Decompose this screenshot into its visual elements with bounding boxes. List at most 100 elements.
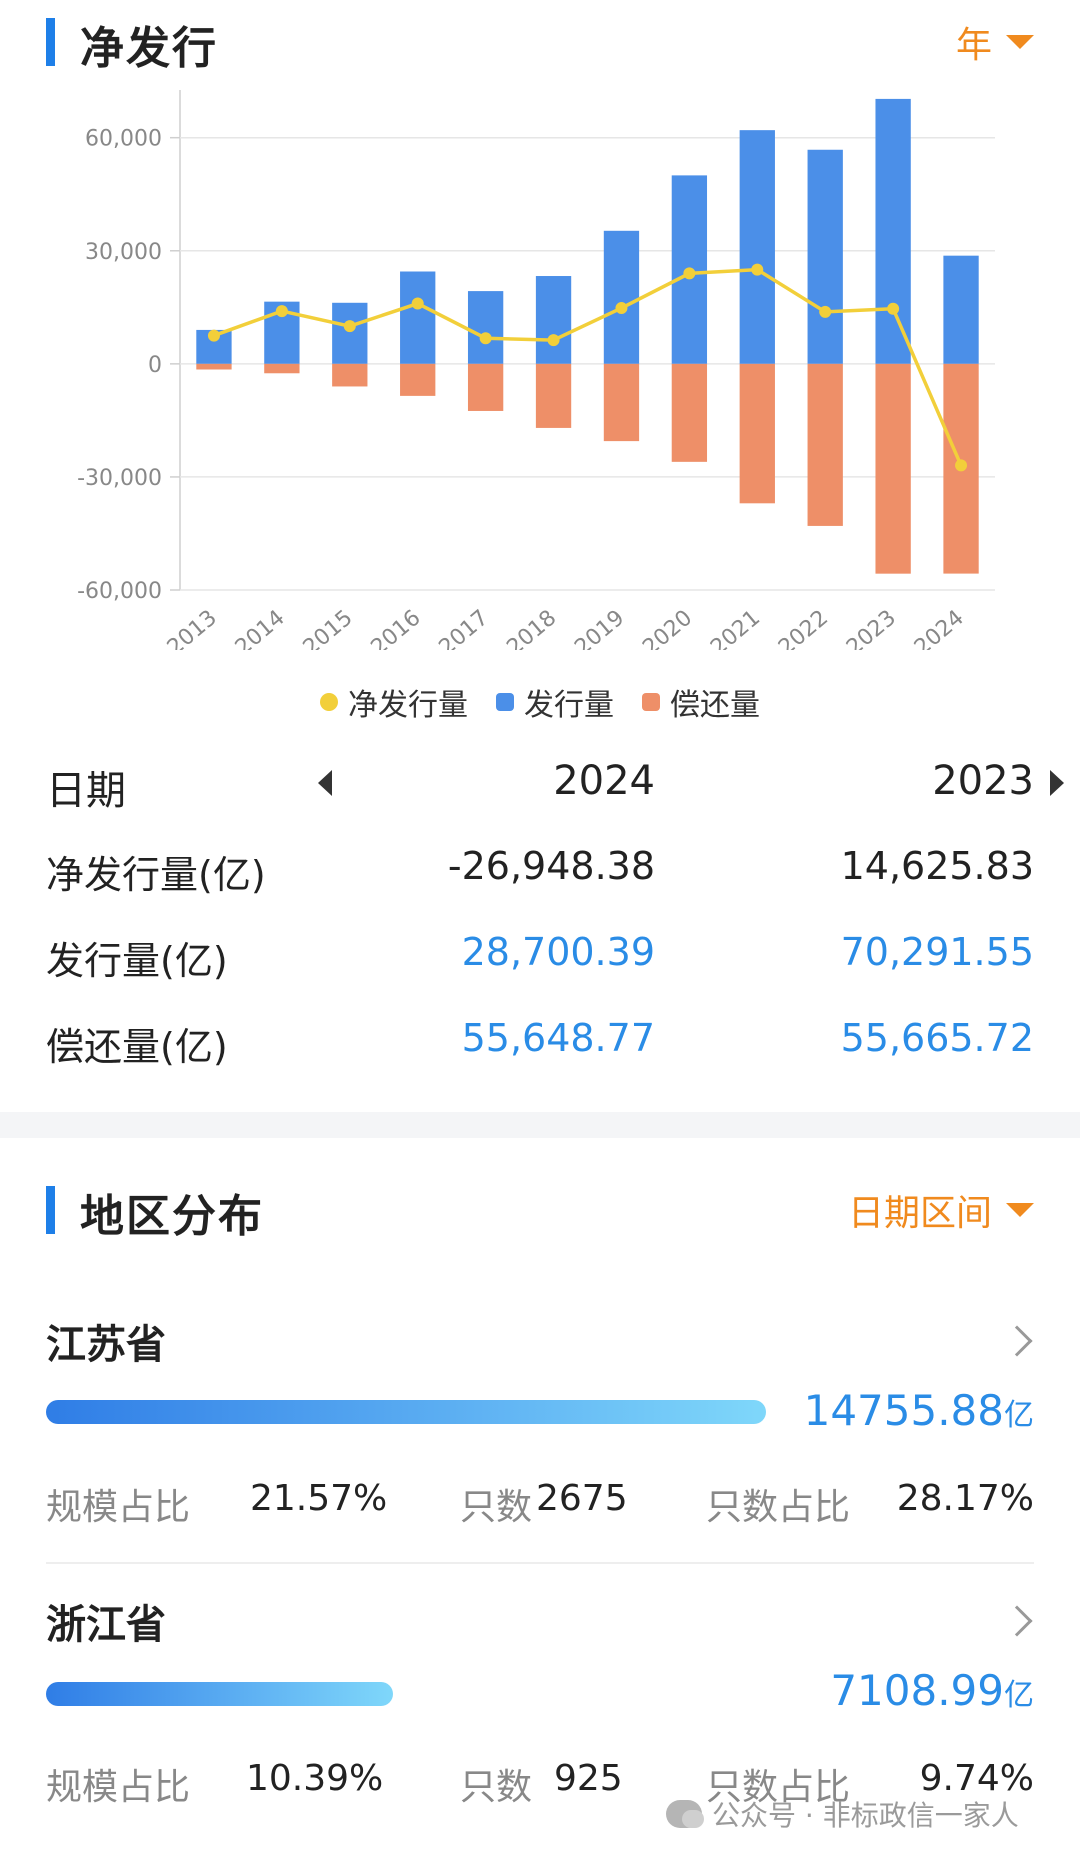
section-title: 净发行 xyxy=(80,23,218,74)
region-card-zhejiang[interactable]: 浙江省 7108.99亿 规模占比 10.39% 只数 925 只数占比 9.7… xyxy=(0,1580,1080,1840)
bar-repayment xyxy=(807,363,843,526)
region-stats: 规模占比 10.39% 只数 925 只数占比 9.74% xyxy=(0,1758,1080,1808)
watermark: 公众号 · 非标政信一家人 xyxy=(666,1794,1019,1834)
legend-item-issue[interactable]: 发行量 xyxy=(496,680,614,724)
chevron-down-icon xyxy=(1006,1203,1034,1217)
row-label: 发行量(亿) xyxy=(46,939,228,983)
next-year-arrow-icon[interactable] xyxy=(1050,770,1064,796)
year-filter-label: 年 xyxy=(955,25,992,66)
count-value: 925 xyxy=(554,1758,623,1799)
date-header-label: 日期 xyxy=(46,768,126,814)
net-issuance-point xyxy=(887,302,900,315)
net-issuance-point xyxy=(207,329,220,342)
bar-issuance xyxy=(943,255,979,364)
watermark-text: 公众号 · 非标政信一家人 xyxy=(712,1799,1019,1832)
count-value: 2675 xyxy=(536,1478,628,1519)
year-col2-header: 2023 xyxy=(932,758,1034,804)
region-name: 浙江省 xyxy=(46,1602,166,1648)
bar-repayment xyxy=(535,363,572,428)
table-row: 净发行量(亿) -26,948.38 14,625.83 xyxy=(0,834,1080,904)
legend-item-net[interactable]: 净发行量 xyxy=(320,680,468,724)
issuance-2023-link[interactable]: 70,291.55 xyxy=(840,930,1034,974)
region-name: 江苏省 xyxy=(46,1322,166,1368)
net-issuance-point xyxy=(275,305,288,318)
net-issuance-point xyxy=(343,320,356,333)
x-tick-label: 2013 xyxy=(163,605,222,650)
x-tick-label: 2022 xyxy=(774,605,833,650)
x-tick-label: 2024 xyxy=(910,605,969,650)
region-amount-unit: 亿 xyxy=(1004,1678,1034,1713)
scale-ratio-value: 10.39% xyxy=(246,1758,384,1799)
row-label: 偿还量(亿) xyxy=(46,1025,228,1069)
x-tick-label: 2016 xyxy=(367,605,426,650)
repayment-2024-link[interactable]: 55,648.77 xyxy=(461,1016,655,1060)
table-row: 偿还量(亿) 55,648.77 55,665.72 xyxy=(0,1006,1080,1076)
net-issuance-point xyxy=(955,459,968,472)
net-issuance-point xyxy=(683,267,696,280)
section-divider xyxy=(0,1112,1080,1138)
x-tick-label: 2023 xyxy=(842,605,901,650)
date-range-filter-label: 日期区间 xyxy=(847,1193,992,1234)
chart-legend: 净发行量 发行量 偿还量 xyxy=(0,680,1080,724)
region-amount-value: 14755.88 xyxy=(803,1386,1004,1435)
bar-repayment xyxy=(671,363,708,462)
scale-ratio-label: 规模占比 xyxy=(46,1487,191,1528)
scale-ratio-label: 规模占比 xyxy=(46,1767,191,1808)
net-issuance-point xyxy=(479,332,492,345)
y-tick-label: 0 xyxy=(148,353,162,378)
prev-year-arrow-icon[interactable] xyxy=(318,770,332,796)
table-header-row: 日期 2024 2023 xyxy=(0,748,1080,818)
legend-marker-net xyxy=(320,693,338,711)
bar-repayment xyxy=(332,363,368,387)
legend-marker-issue xyxy=(496,693,514,711)
count-ratio-label: 只数占比 xyxy=(706,1767,851,1808)
row-label: 净发行量(亿) xyxy=(46,853,266,897)
legend-marker-repay xyxy=(642,693,660,711)
section-title: 地区分布 xyxy=(80,1191,264,1242)
wechat-icon xyxy=(666,1800,704,1828)
bar-repayment xyxy=(875,363,911,574)
region-amount: 7108.99亿 xyxy=(830,1666,1034,1715)
bar-repayment xyxy=(400,363,436,396)
net-issuance-point xyxy=(819,305,832,318)
table-row: 发行量(亿) 28,700.39 70,291.55 xyxy=(0,920,1080,990)
y-tick-label: 60,000 xyxy=(85,127,162,152)
bar-issuance xyxy=(603,230,640,364)
date-range-filter-dropdown[interactable]: 日期区间 xyxy=(848,1184,1034,1236)
bar-repayment xyxy=(467,363,504,411)
net-issuance-chart: 60,000 30,000 0 -30,000 -60,000 2013 2014 2015 2… xyxy=(0,90,1080,661)
bar-repayment xyxy=(196,363,232,370)
region-stats: 规模占比 21.57% 只数 2675 只数占比 28.17% xyxy=(0,1478,1080,1528)
legend-label-issue: 发行量 xyxy=(524,688,614,723)
legend-item-repay[interactable]: 偿还量 xyxy=(642,680,760,724)
net-issuance-point xyxy=(547,334,560,347)
repayment-2023-link[interactable]: 55,665.72 xyxy=(840,1016,1034,1060)
bar-issuance xyxy=(535,276,572,364)
region-share-bar xyxy=(46,1682,393,1706)
y-tick-label: -30,000 xyxy=(77,466,162,491)
region-amount-value: 7108.99 xyxy=(830,1666,1004,1715)
section-accent-bar xyxy=(46,18,55,66)
count-label: 只数 xyxy=(460,1487,533,1528)
region-share-bar xyxy=(46,1400,766,1424)
issuance-2024-link[interactable]: 28,700.39 xyxy=(461,930,655,974)
net-issuance-header: 净发行 年 xyxy=(0,0,1080,80)
x-tick-label: 2018 xyxy=(502,605,561,650)
chevron-right-icon[interactable] xyxy=(1001,1605,1033,1637)
bar-issuance xyxy=(332,302,368,364)
x-tick-label: 2015 xyxy=(299,605,358,650)
bar-issuance xyxy=(467,291,504,364)
chevron-right-icon[interactable] xyxy=(1001,1325,1033,1357)
region-separator xyxy=(46,1562,1034,1564)
legend-label-repay: 偿还量 xyxy=(670,688,760,723)
scale-ratio-value: 21.57% xyxy=(250,1478,388,1519)
region-card-jiangsu[interactable]: 江苏省 14755.88亿 规模占比 21.57% 只数 2675 只数占比 2… xyxy=(0,1300,1080,1570)
bar-issuance xyxy=(739,130,775,364)
region-distribution-header: 地区分布 日期区间 xyxy=(0,1168,1080,1248)
year-col1-header: 2024 xyxy=(553,758,655,804)
count-ratio-value: 9.74% xyxy=(919,1758,1034,1799)
year-filter-dropdown[interactable]: 年 xyxy=(956,16,1034,68)
count-label: 只数 xyxy=(460,1767,533,1808)
x-tick-label: 2021 xyxy=(706,605,765,650)
